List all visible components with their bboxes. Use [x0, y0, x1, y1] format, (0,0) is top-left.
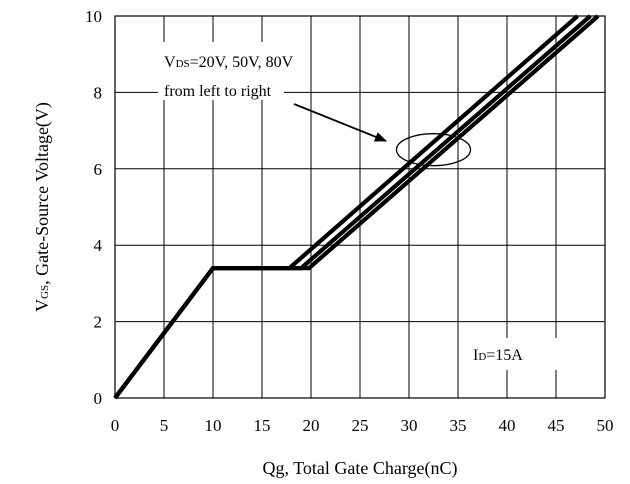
y-tick-label: 4 [94, 236, 103, 255]
series-lines [113, 14, 600, 400]
y-tick-label: 10 [85, 7, 102, 26]
annotation-ellipse [395, 133, 472, 167]
y-tick-label: 6 [94, 160, 103, 179]
x-tick-label: 30 [401, 416, 418, 435]
y-axis-label: VGS, Gate-Source Voltage(V) [32, 102, 53, 312]
y-tick-labels: 0 2 4 6 8 10 [85, 7, 103, 408]
y-tick-label: 2 [94, 313, 103, 332]
x-tick-label: 0 [111, 416, 120, 435]
y-tick-label: 0 [94, 389, 103, 408]
plot-frame [114, 15, 606, 399]
x-tick-label: 45 [548, 416, 565, 435]
x-tick-labels: 0 5 10 15 20 25 30 35 40 45 50 [111, 416, 614, 435]
y-tick-label: 8 [94, 83, 103, 102]
annotation-arrow [293, 103, 387, 142]
x-tick-label: 20 [303, 416, 320, 435]
series-line-3 [113, 14, 600, 400]
annotation-box-id [468, 338, 558, 370]
annotation-order: from left to right [164, 83, 272, 100]
x-tick-label: 10 [205, 416, 222, 435]
x-tick-label: 35 [450, 416, 467, 435]
x-tick-label: 40 [499, 416, 516, 435]
annotation-box-vds [158, 42, 284, 100]
x-tick-label: 50 [597, 416, 614, 435]
x-tick-label: 15 [254, 416, 271, 435]
annotation-id: ID=15A [473, 347, 523, 364]
annotation-vds: VDS=20V, 50V, 80V [164, 54, 294, 71]
x-tick-label: 25 [352, 416, 369, 435]
x-tick-label: 5 [160, 416, 169, 435]
x-axis-label: Qg, Total Gate Charge(nC) [262, 458, 457, 479]
